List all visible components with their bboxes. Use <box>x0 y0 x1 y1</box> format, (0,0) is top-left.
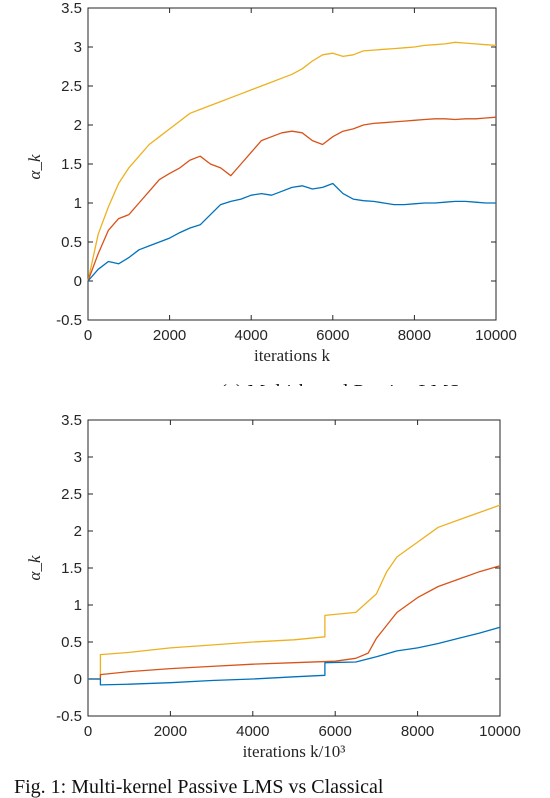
y-tick-label: 3.5 <box>61 412 82 429</box>
y-tick-label: 2 <box>74 523 82 540</box>
plot-area-a <box>87 7 497 321</box>
chart-b: α_k iterations k/10³ 0 2000 4000 6000 8000 10… <box>25 412 521 761</box>
x-ticks-a: 0 2000 4000 6000 8000 10000 <box>84 8 517 344</box>
y-tick-label: 3.5 <box>61 0 82 17</box>
y-tick-label: 0.5 <box>61 234 82 251</box>
series-group-a <box>87 41 497 282</box>
x-tick-label: 2000 <box>153 327 186 344</box>
series-line-1 <box>87 41 497 282</box>
x-tick-label: 0 <box>84 723 92 740</box>
x-tick-label: 0 <box>84 327 92 344</box>
series-group-b <box>88 504 501 686</box>
series-line-1 <box>88 504 501 680</box>
y-tick-label: -0.5 <box>56 708 82 725</box>
x-tick-label: 6000 <box>316 327 349 344</box>
y-tick-label: 0 <box>74 671 82 688</box>
figure-caption: Fig. 1: Multi-kernel Passive LMS vs Clas… <box>14 776 384 798</box>
y-tick-label: 3 <box>74 449 82 466</box>
series-line-2 <box>88 565 501 680</box>
series-line-3 <box>88 626 501 686</box>
y-tick-label: 2.5 <box>61 486 82 503</box>
ylabel-a: α_k <box>25 154 44 179</box>
x-tick-label: 10000 <box>475 327 517 344</box>
x-tick-label: 4000 <box>235 327 268 344</box>
y-tick-label: 2 <box>74 117 82 134</box>
x-tick-label: 10000 <box>479 723 521 740</box>
xlabel-b: iterations k/10³ <box>243 742 346 761</box>
x-ticks-b: 0 2000 4000 6000 8000 10000 <box>84 420 521 740</box>
x-tick-label: 6000 <box>319 723 352 740</box>
y-tick-label: 1 <box>74 597 82 614</box>
x-tick-label: 8000 <box>398 327 431 344</box>
xlabel-a: iterations k <box>254 346 331 365</box>
series-line-2 <box>87 116 497 282</box>
x-tick-label: 2000 <box>154 723 187 740</box>
y-tick-label: 1 <box>74 195 82 212</box>
y-tick-label: 0 <box>74 273 82 290</box>
plot-area-b <box>87 419 501 717</box>
y-ticks-a: -0.5 0 0.5 1 1.5 2 2.5 3 3.5 <box>56 0 496 329</box>
y-tick-label: 2.5 <box>61 78 82 95</box>
x-tick-label: 4000 <box>236 723 269 740</box>
y-tick-label: 0.5 <box>61 634 82 651</box>
ylabel-b: α_k <box>25 555 44 580</box>
y-tick-label: -0.5 <box>56 312 82 329</box>
series-line-3 <box>87 182 496 282</box>
y-tick-label: 1.5 <box>61 156 82 173</box>
y-tick-label: 3 <box>74 39 82 56</box>
y-tick-label: 1.5 <box>61 560 82 577</box>
chart-a: α_k iterations k 0 2000 4000 6000 8000 10000 … <box>25 0 517 365</box>
y-ticks-b: -0.5 0 0.5 1 1.5 2 2.5 3 3.5 <box>56 412 500 725</box>
caption-clip <box>0 386 550 416</box>
x-tick-label: 8000 <box>401 723 434 740</box>
